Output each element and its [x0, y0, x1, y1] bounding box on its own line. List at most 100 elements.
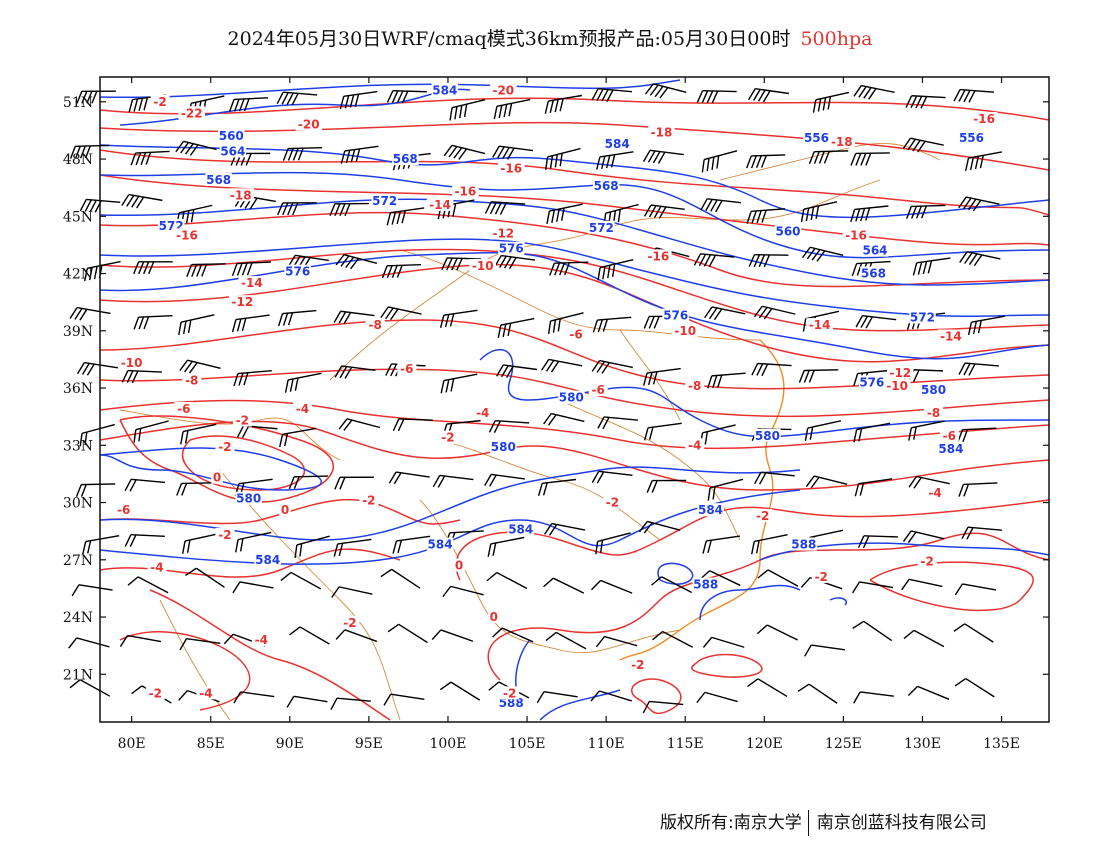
wind-barb: [121, 193, 163, 209]
geopotential-label: 584: [255, 553, 280, 567]
admin-boundary: [439, 439, 661, 541]
wind-barb: [905, 95, 946, 109]
wind-barb: [545, 147, 581, 170]
contour-label-bg: [426, 197, 454, 211]
temperature-label: -4: [199, 686, 212, 700]
contour-label-bg: [227, 188, 255, 202]
temperature-isotherm: [99, 319, 1050, 390]
wind-barb: [488, 419, 530, 433]
wind-barb: [286, 695, 328, 708]
geopotential-isoline: [829, 597, 847, 606]
geopotential-label: 580: [236, 492, 261, 506]
geopotential-label: 572: [910, 310, 935, 324]
geopotential-label: 556: [804, 131, 829, 145]
contour-label-bg: [970, 111, 998, 125]
wind-barb: [492, 145, 534, 160]
geopotential-label: 560: [775, 225, 800, 239]
wind-barb: [449, 99, 486, 121]
wind-barb: [380, 306, 422, 321]
wind-barb: [493, 98, 531, 120]
temperature-label: -4: [296, 402, 309, 416]
wind-barb: [908, 420, 945, 441]
contour-label-bg: [114, 503, 134, 517]
wind-barb: [279, 427, 317, 448]
contour-label-bg: [359, 493, 379, 507]
wind-barb: [642, 149, 684, 164]
contour-label-bg: [937, 329, 965, 343]
contour-label-bg: [774, 224, 802, 238]
contour-label-bg: [365, 318, 385, 332]
contour-label-bg: [648, 125, 675, 139]
contour-label-bg: [431, 83, 459, 97]
wind-barb: [754, 471, 795, 485]
wind-barb: [801, 246, 844, 262]
temperature-isotherm: [99, 149, 1050, 216]
y-tick-label: 48N: [63, 152, 93, 168]
contour-label-bg: [254, 552, 281, 566]
contour-label-bg: [592, 178, 620, 192]
contour-label-bg: [284, 264, 311, 278]
wind-barb: [277, 309, 317, 327]
contour-label-bg: [453, 558, 465, 572]
wind-barb: [597, 258, 634, 281]
y-tick-label: 33N: [63, 438, 93, 454]
temperature-isotherm: [99, 368, 1050, 418]
admin-boundary: [159, 599, 231, 721]
geopotential-label: 576: [499, 242, 524, 256]
admin-boundary: [219, 469, 401, 721]
wind-barb: [903, 629, 945, 648]
contour-label-bg: [490, 83, 517, 97]
wind-barb: [852, 581, 894, 594]
wind-barb: [642, 700, 684, 714]
wind-barb: [748, 87, 790, 103]
temperature-label: -6: [943, 429, 956, 443]
contour-label-bg: [685, 379, 705, 393]
geopotential-isoline: [479, 349, 1050, 438]
geopotential-label: 588: [693, 578, 718, 592]
admin-boundary: [119, 409, 341, 461]
geopotential-isoline: [657, 562, 694, 585]
wind-barb: [547, 312, 584, 335]
wind-barb: [537, 478, 577, 497]
contour-label-bg: [811, 569, 831, 583]
geopotential-label: 580: [755, 429, 780, 443]
wind-barb: [387, 623, 428, 644]
wind-barb: [959, 251, 1001, 266]
x-tick-label: 135E: [983, 736, 1020, 752]
temperature-label: 0: [490, 610, 498, 624]
y-tick-label: 36N: [63, 381, 93, 397]
geopotential-label: 572: [589, 221, 614, 235]
contour-label-bg: [692, 577, 720, 591]
geopotential-isoline: [539, 689, 621, 721]
wind-barb: [595, 635, 638, 648]
wind-barb: [595, 532, 631, 555]
wind-barb: [850, 152, 890, 166]
admin-boundary: [619, 329, 681, 421]
contour-label-bg: [497, 161, 525, 175]
temperature-label: -14: [241, 276, 263, 290]
wind-barb: [335, 253, 378, 270]
geopotential-isoline: [119, 88, 471, 126]
wind-barb: [333, 310, 375, 325]
contour-label-bg: [887, 365, 914, 379]
wind-barb: [119, 634, 162, 647]
wind-barb: [133, 314, 173, 330]
wind-barb: [549, 261, 589, 276]
wind-barb: [496, 364, 538, 378]
wind-barb: [902, 137, 944, 153]
temperature-label: -6: [177, 402, 190, 416]
contour-label-bg: [671, 323, 699, 337]
wind-barb: [231, 314, 270, 333]
wind-barb: [958, 482, 998, 497]
contour-label-bg: [937, 442, 965, 456]
wind-barb: [185, 567, 225, 588]
contour-label-bg: [205, 173, 232, 187]
wind-barb: [954, 677, 995, 698]
temperature-label: -8: [369, 318, 382, 332]
temperature-label: 0: [455, 559, 463, 573]
temperature-label: -16: [500, 162, 522, 176]
wind-barb: [392, 535, 431, 554]
geopotential-label: 576: [663, 309, 688, 323]
